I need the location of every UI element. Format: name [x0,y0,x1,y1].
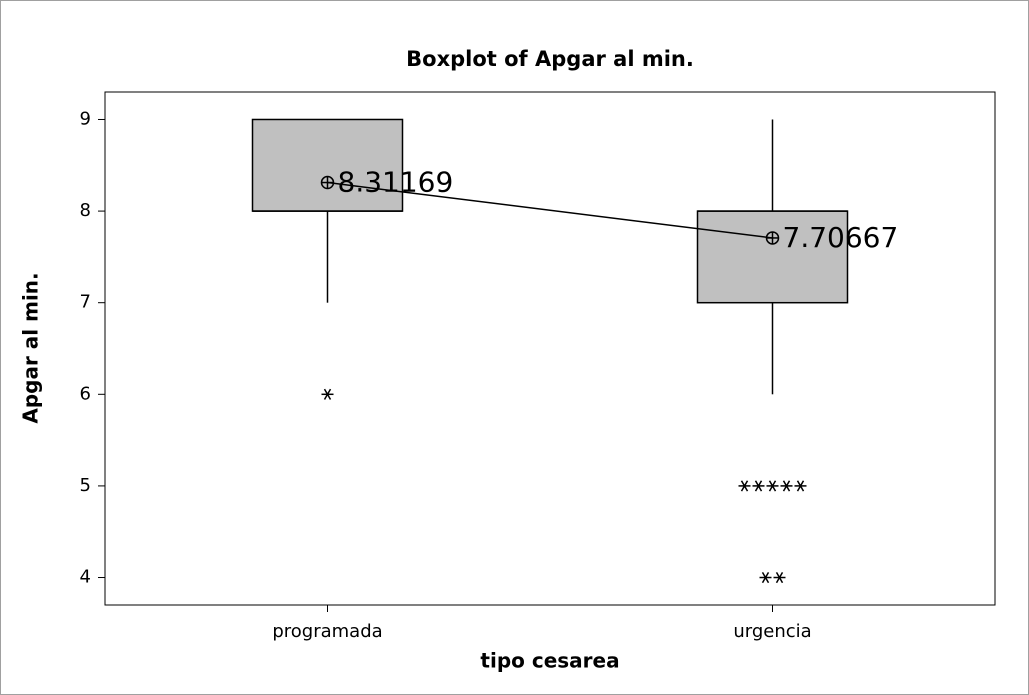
y-tick-label: 4 [80,567,91,588]
box [696,210,849,304]
plot-area [104,91,996,606]
chart-title: Boxplot of Apgar al min. [406,47,694,71]
outlier-stroke [740,480,749,492]
outlier [738,480,751,492]
y-tick-label: 6 [80,383,91,404]
x-tick-label: programada [272,621,382,642]
outlier-stroke [782,480,791,492]
y-axis-label: Apgar al min. [19,272,43,423]
mean-label: 7.70667 [783,221,899,254]
y-tick-label: 5 [80,475,91,496]
x-axis-label: tipo cesarea [480,649,619,673]
box [251,118,404,212]
y-tick-label: 9 [80,108,91,129]
outlier [321,388,334,400]
y-tick-label: 7 [80,292,91,313]
outlier-stroke [754,480,763,492]
outlier [766,480,779,492]
outlier [780,480,793,492]
outlier-stroke [768,480,777,492]
x-tick-label: urgencia [733,621,811,642]
outlier-stroke [796,480,805,492]
outlier [794,480,807,492]
mean-line [327,181,773,239]
outlier [759,571,772,584]
outlier [773,571,786,584]
outlier-stroke [761,571,770,584]
y-tick-label: 8 [80,200,91,221]
outlier-stroke [323,388,332,400]
mean-symbol [765,231,780,245]
mean-label: 8.31169 [338,166,454,199]
outlier [752,480,765,492]
outlier-stroke [775,571,784,584]
mean-symbol [320,175,335,190]
